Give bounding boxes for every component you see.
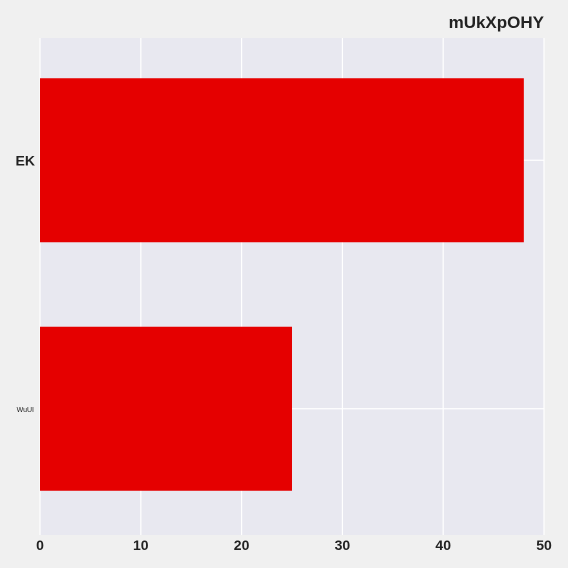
- x-tick-label: 40: [435, 537, 451, 553]
- chart-title: mUkXpOHY: [449, 13, 545, 32]
- x-tick-label: 20: [234, 537, 250, 553]
- x-tick-label: 10: [133, 537, 149, 553]
- x-tick-label: 30: [335, 537, 351, 553]
- x-axis-ticks: 0 10 20 30 40 50: [36, 537, 552, 553]
- x-tick-label: 50: [536, 537, 552, 553]
- y-axis-categories: EK WuUI: [16, 152, 35, 414]
- x-tick-label: 0: [36, 537, 44, 553]
- bar-ek: [40, 78, 524, 243]
- bar-wuui: [40, 326, 292, 491]
- y-category-label: EK: [16, 152, 35, 168]
- bars-group: [40, 78, 524, 491]
- y-category-label: WuUI: [17, 407, 34, 414]
